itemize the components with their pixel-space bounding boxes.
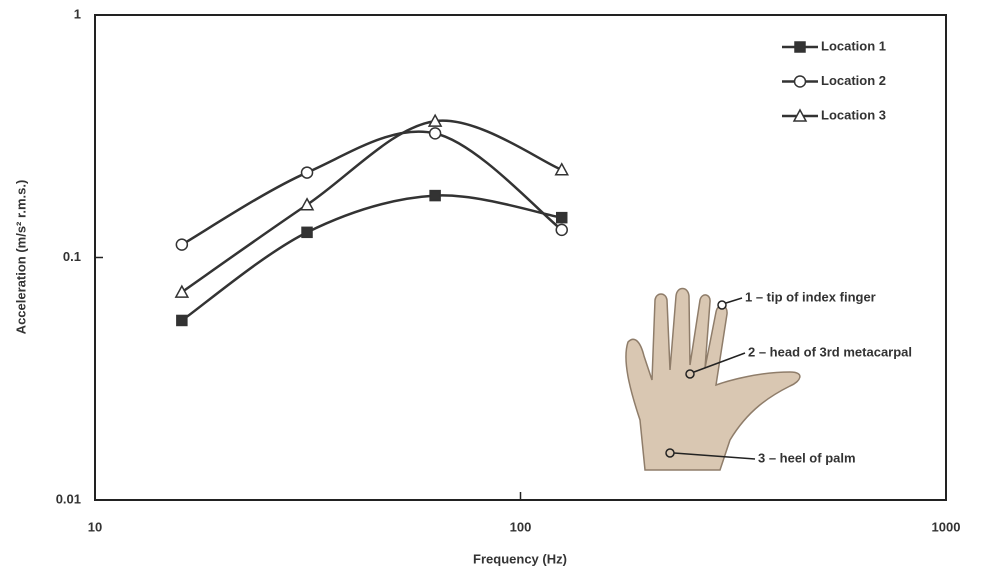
legend-marker bbox=[795, 76, 806, 87]
data-point bbox=[556, 224, 567, 235]
y-tick-label: 0.01 bbox=[56, 491, 81, 506]
x-tick-label: 1000 bbox=[932, 519, 961, 534]
x-axis-label: Frequency (Hz) bbox=[473, 551, 567, 566]
data-point bbox=[177, 315, 187, 325]
chart: 1 – tip of index finger 2 – head of 3rd … bbox=[0, 0, 983, 571]
data-point bbox=[302, 167, 313, 178]
data-point bbox=[430, 128, 441, 139]
legend-label: Location 1 bbox=[821, 38, 886, 53]
data-point bbox=[302, 227, 312, 237]
annotation: 2 – head of 3rd metacarpal bbox=[748, 344, 912, 359]
y-axis-label: Acceleration (m/s² r.m.s.) bbox=[13, 180, 28, 335]
x-tick-label: 10 bbox=[88, 519, 102, 534]
legend-label: Location 3 bbox=[821, 107, 886, 122]
y-tick-label: 0.1 bbox=[63, 249, 81, 264]
annotation: 3 – heel of palm bbox=[758, 450, 856, 465]
data-point bbox=[430, 191, 440, 201]
legend-label: Location 2 bbox=[821, 73, 886, 88]
annotation: 1 – tip of index finger bbox=[745, 289, 876, 304]
legend-marker bbox=[795, 42, 805, 52]
data-point bbox=[557, 213, 567, 223]
y-tick-label: 1 bbox=[74, 6, 81, 21]
x-tick-label: 100 bbox=[510, 519, 532, 534]
data-point bbox=[176, 239, 187, 250]
